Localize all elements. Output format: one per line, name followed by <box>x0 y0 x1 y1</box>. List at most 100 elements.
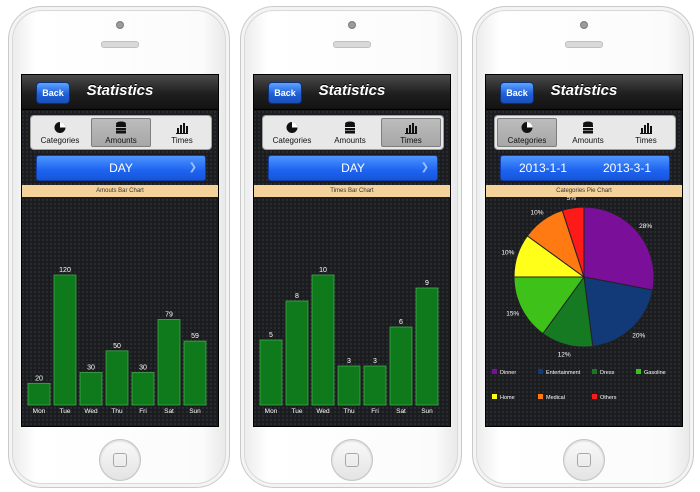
page-title: Statistics <box>550 82 618 99</box>
back-button[interactable]: Back <box>500 82 534 104</box>
back-button[interactable]: Back <box>268 82 302 104</box>
date-range-selector[interactable]: 2013-1-1 2013-3-1 <box>500 155 670 181</box>
bar-value-label: 9 <box>425 280 429 287</box>
tab-label: Categories <box>272 135 312 145</box>
tab-amounts[interactable]: Amounts <box>91 118 151 147</box>
x-tick-label: Wed <box>316 408 330 415</box>
bar-value-label: 59 <box>191 333 199 340</box>
bar-value-label: 30 <box>139 365 147 372</box>
bar <box>285 300 309 406</box>
x-tick-label: Sat <box>396 408 406 415</box>
chart-title: Times Bar Chart <box>254 185 450 197</box>
bar-value-label: 120 <box>59 267 71 274</box>
slice-percent-label: 20% <box>632 332 645 339</box>
bar-value-label: 79 <box>165 311 173 318</box>
x-tick-label: Mon <box>33 408 46 415</box>
pie-icon <box>54 121 66 133</box>
app-screen-categories: Back Statistics Categories Amounts Times… <box>485 74 683 427</box>
x-tick-label: Sun <box>189 408 201 415</box>
tab-categories[interactable]: Categories <box>263 116 321 149</box>
bar <box>337 365 361 406</box>
bar-chart-icon <box>176 122 188 134</box>
tab-label: Amounts <box>572 135 604 145</box>
tab-amounts[interactable]: Amounts <box>559 116 617 149</box>
legend-label: Others <box>600 395 617 401</box>
bar <box>27 382 51 406</box>
bar <box>79 372 103 406</box>
database-icon <box>345 121 355 133</box>
bar <box>157 319 181 406</box>
database-icon <box>583 121 593 133</box>
bar <box>363 365 387 406</box>
chart-title: Amouts Bar Chart <box>22 185 218 197</box>
slice-percent-label: 10% <box>501 249 514 256</box>
slice-percent-label: 28% <box>639 223 652 230</box>
bar <box>53 274 77 406</box>
period-selector[interactable]: DAY ❯ <box>268 155 438 181</box>
home-button[interactable] <box>563 439 605 481</box>
segmented-tabs: Categories Amounts Times <box>30 115 212 150</box>
amounts-bar-chart: 20 Mon 120 Tue 30 Wed 50 Thu 30 Fri 79 Sat 59 Sun <box>27 267 207 415</box>
back-button[interactable]: Back <box>36 82 70 104</box>
slice-percent-label: 5% <box>567 197 577 202</box>
tab-categories[interactable]: Categories <box>31 116 89 149</box>
legend-swatch <box>492 369 497 374</box>
bar-value-label: 8 <box>295 293 299 300</box>
x-tick-label: Wed <box>84 408 98 415</box>
legend-swatch <box>492 394 497 399</box>
phone-frame-3: Back Statistics Categories Amounts Times… <box>472 6 694 488</box>
page-title: Statistics <box>318 82 386 99</box>
bar-value-label: 30 <box>87 365 95 372</box>
bar <box>389 326 413 406</box>
tab-amounts[interactable]: Amounts <box>321 116 379 149</box>
tab-times[interactable]: Times <box>617 116 675 149</box>
tab-categories[interactable]: Categories <box>497 118 557 147</box>
chevron-right-icon: ❯ <box>188 162 197 173</box>
home-button[interactable] <box>331 439 373 481</box>
pie-slice <box>583 206 655 291</box>
bar <box>415 287 439 406</box>
phone-frame-2: Back Statistics Categories Amounts Times… <box>240 6 462 488</box>
bar <box>183 340 207 406</box>
bar-value-label: 6 <box>399 319 403 326</box>
end-date[interactable]: 2013-3-1 <box>602 161 652 175</box>
x-tick-label: Tue <box>292 408 303 415</box>
legend-label: Gasoline <box>644 370 666 376</box>
home-button[interactable] <box>99 439 141 481</box>
bar-value-label: 10 <box>319 267 327 274</box>
period-label: DAY <box>341 161 365 175</box>
times-bar-chart: 5 Mon 8 Tue 10 Wed 3 Thu 3 Fri 6 Sat 9 Sun <box>259 267 439 415</box>
bar <box>259 339 283 406</box>
camera-icon <box>348 21 356 29</box>
tab-label: Amounts <box>334 135 366 145</box>
phone-frame-1: Back Statistics Categories Amounts Times… <box>8 6 230 488</box>
legend-swatch <box>538 394 543 399</box>
bar-value-label: 20 <box>35 375 43 382</box>
legend-swatch <box>592 369 597 374</box>
bar <box>131 372 155 406</box>
camera-icon <box>116 21 124 29</box>
tab-label: Times <box>171 135 193 145</box>
legend-swatch <box>592 394 597 399</box>
chart-title: Categories Pie Chart <box>486 185 682 197</box>
slice-percent-label: 12% <box>558 351 571 358</box>
x-tick-label: Tue <box>60 408 71 415</box>
speaker-grille <box>101 41 139 48</box>
pie-slice <box>561 206 585 278</box>
tab-label: Categories <box>40 135 80 145</box>
bar-chart-icon <box>405 122 417 134</box>
bar-chart-icon <box>640 122 652 134</box>
pie-icon <box>286 121 298 133</box>
tab-times[interactable]: Times <box>381 118 441 147</box>
start-date[interactable]: 2013-1-1 <box>518 161 568 175</box>
categories-pie-chart: 28% 20% 12% 15% 10% 10% 5% Dinner Entertainment D… <box>492 197 666 401</box>
x-tick-label: Thu <box>111 408 123 415</box>
bar-value-label: 5 <box>269 332 273 339</box>
navigation-bar: Back Statistics <box>486 75 682 110</box>
tab-label: Amounts <box>105 135 137 145</box>
period-selector[interactable]: DAY ❯ <box>36 155 206 181</box>
x-tick-label: Fri <box>371 408 379 415</box>
legend-label: Entertainment <box>546 370 581 376</box>
tab-times[interactable]: Times <box>153 116 211 149</box>
database-icon <box>116 121 126 133</box>
